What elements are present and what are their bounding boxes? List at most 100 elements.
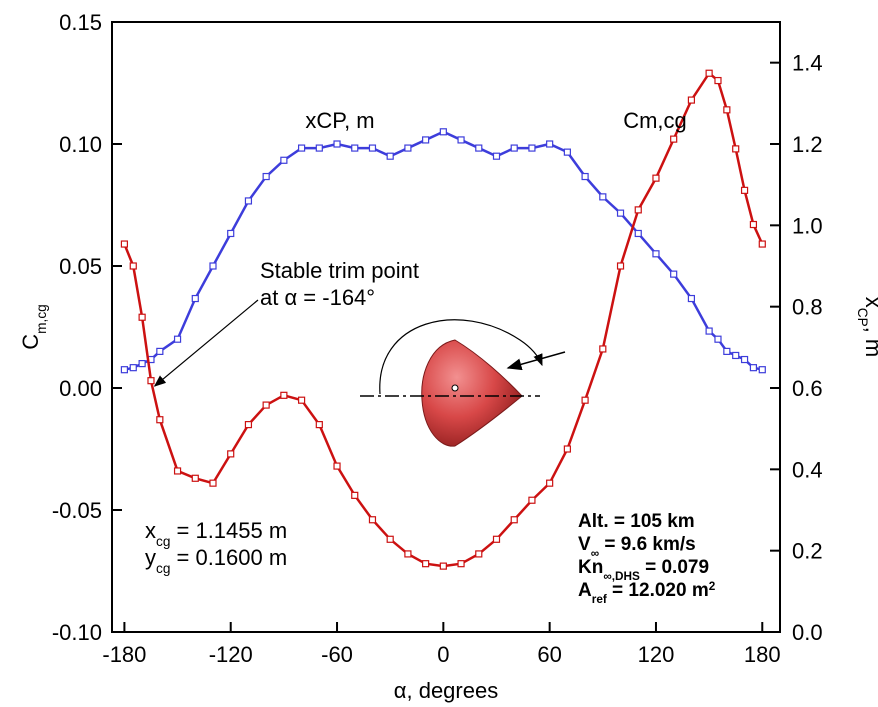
- data-point: [138, 360, 146, 368]
- x-tick-label: 120: [638, 642, 675, 667]
- data-point: [528, 144, 536, 152]
- data-point: [599, 193, 607, 201]
- text-part: m,cg: [34, 304, 49, 334]
- text-part: cg: [156, 534, 170, 549]
- data-point: [616, 262, 625, 270]
- text-part: cg: [156, 561, 170, 576]
- annotation: at α = -164°: [260, 285, 375, 310]
- y-tick-label: 0.05: [59, 254, 102, 279]
- data-point: [315, 421, 323, 429]
- text-part: A: [578, 580, 592, 601]
- data-point: [475, 550, 483, 558]
- data-point: [262, 401, 270, 409]
- data-point: [563, 445, 571, 453]
- x-tick-label: -60: [321, 642, 353, 667]
- data-point: [510, 516, 518, 524]
- data-point: [386, 152, 394, 160]
- data-point: [404, 550, 412, 558]
- text-part: C: [18, 334, 43, 350]
- data-point: [147, 377, 155, 385]
- data-point: [173, 335, 182, 343]
- x-tick-label: -120: [209, 642, 253, 667]
- data-point: [244, 197, 253, 205]
- data-point: [758, 240, 766, 248]
- y-tick-label: 0.10: [59, 132, 102, 157]
- data-point: [297, 396, 306, 404]
- data-point: [740, 355, 749, 364]
- x-tick-label: 0: [437, 642, 449, 667]
- text-part: = 1.1455 m: [170, 518, 287, 543]
- data-point: [687, 294, 696, 303]
- text-part: α, degrees: [394, 678, 498, 703]
- cg-annotation: xcg = 1.1455 m: [145, 518, 287, 549]
- text-part: ∞,DHS: [603, 570, 640, 583]
- data-point: [563, 148, 571, 156]
- data-point: [191, 294, 199, 303]
- data-point: [156, 347, 164, 355]
- data-point: [758, 366, 766, 374]
- data-point: [749, 220, 758, 229]
- data-point: [138, 313, 146, 321]
- data-point: [740, 186, 749, 194]
- data-point: [581, 396, 589, 404]
- series-label: Cm,cg: [623, 108, 687, 133]
- condition: Aref = 12.020 m2: [578, 580, 716, 606]
- data-point: [333, 462, 341, 470]
- data-point: [546, 479, 554, 487]
- text-part: = 0.1600 m: [170, 545, 287, 570]
- condition: Alt. = 105 km: [578, 511, 695, 532]
- data-point: [492, 152, 501, 160]
- text-part: = 0.079: [640, 557, 709, 578]
- data-point: [714, 76, 722, 85]
- data-point: [227, 450, 235, 458]
- text-part: CP: [856, 308, 871, 327]
- data-point: [732, 145, 740, 153]
- y2-tick-label: 1.4: [792, 51, 823, 76]
- data-point: [687, 96, 696, 104]
- condition: Kn∞,DHS = 0.079: [578, 557, 709, 583]
- y2-tick-label: 0.0: [792, 620, 823, 645]
- data-point: [723, 106, 731, 114]
- data-point: [670, 135, 678, 143]
- data-point: [422, 136, 430, 144]
- data-point: [404, 144, 412, 152]
- series-line: [124, 130, 763, 371]
- data-point: [670, 270, 678, 278]
- x-tick-label: -180: [102, 642, 146, 667]
- data-point: [120, 366, 129, 374]
- vehicle-sketch: [360, 319, 566, 447]
- data-point: [599, 345, 607, 353]
- text-part: Alt. = 105 km: [578, 511, 695, 532]
- y2-tick-label: 0.6: [792, 376, 823, 401]
- data-point: [227, 229, 235, 238]
- data-point: [156, 416, 164, 424]
- data-point: [616, 209, 625, 217]
- data-point: [351, 491, 359, 499]
- y2-tick-label: 0.4: [792, 457, 823, 482]
- data-point: [315, 144, 323, 152]
- data-point: [173, 467, 182, 475]
- data-point: [475, 144, 483, 152]
- data-point: [439, 128, 447, 136]
- text-part: = 12.020 m: [607, 580, 709, 601]
- text-part: , m: [861, 327, 878, 358]
- data-point: [457, 560, 465, 568]
- data-point: [422, 560, 430, 568]
- data-point: [581, 172, 589, 181]
- data-point: [652, 250, 660, 258]
- data-point: [129, 364, 137, 372]
- cg-annotation: ycg = 0.1600 m: [145, 545, 287, 576]
- data-point: [492, 535, 501, 543]
- data-point: [280, 156, 288, 164]
- text-part: x: [145, 518, 156, 543]
- y2-tick-label: 1.0: [792, 213, 823, 238]
- data-point: [368, 516, 377, 524]
- y2-tick-label: 1.2: [792, 132, 823, 157]
- data-point: [280, 391, 288, 399]
- x-tick-label: 60: [537, 642, 561, 667]
- text-part: = 9.6 km/s: [599, 534, 696, 555]
- text-part: ref: [592, 593, 607, 606]
- text-part: x: [861, 297, 878, 308]
- data-point: [439, 562, 447, 570]
